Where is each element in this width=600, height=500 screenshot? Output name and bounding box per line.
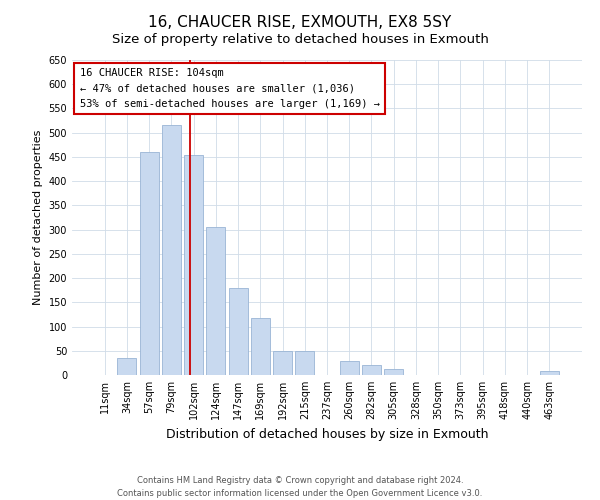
Text: 16 CHAUCER RISE: 104sqm
← 47% of detached houses are smaller (1,036)
53% of semi: 16 CHAUCER RISE: 104sqm ← 47% of detache… [80,68,380,109]
Bar [540,371,559,375]
X-axis label: Distribution of detached houses by size in Exmouth: Distribution of detached houses by size … [166,428,488,440]
Bar [162,126,181,375]
Bar [362,366,381,375]
Bar [273,351,292,375]
Text: 16, CHAUCER RISE, EXMOUTH, EX8 5SY: 16, CHAUCER RISE, EXMOUTH, EX8 5SY [148,15,452,30]
Bar [140,152,158,375]
Text: Contains HM Land Registry data © Crown copyright and database right 2024.
Contai: Contains HM Land Registry data © Crown c… [118,476,482,498]
Bar [384,368,403,375]
Bar [206,227,225,375]
Bar [118,358,136,375]
Bar [340,362,359,375]
Bar [184,154,203,375]
Text: Size of property relative to detached houses in Exmouth: Size of property relative to detached ho… [112,32,488,46]
Y-axis label: Number of detached properties: Number of detached properties [33,130,43,305]
Bar [251,318,270,375]
Bar [229,288,248,375]
Bar [295,351,314,375]
